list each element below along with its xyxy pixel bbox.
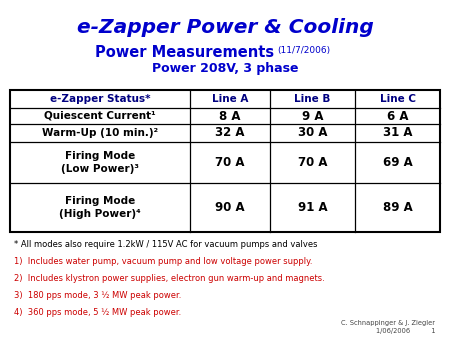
Text: Firing Mode
(Low Power)³: Firing Mode (Low Power)³ — [61, 151, 139, 174]
Text: Power 208V, 3 phase: Power 208V, 3 phase — [152, 62, 298, 75]
Text: Line B: Line B — [294, 94, 331, 104]
Text: 90 A: 90 A — [215, 201, 245, 214]
Text: e-Zapper Status*: e-Zapper Status* — [50, 94, 150, 104]
Text: Line C: Line C — [379, 94, 415, 104]
Text: 2)  Includes klystron power supplies, electron gun warm-up and magnets.: 2) Includes klystron power supplies, ele… — [14, 274, 325, 283]
Text: 70 A: 70 A — [215, 156, 245, 169]
Text: 1)  Includes water pump, vacuum pump and low voltage power supply.: 1) Includes water pump, vacuum pump and … — [14, 257, 312, 266]
Text: * All modes also require 1.2kW / 115V AC for vacuum pumps and valves: * All modes also require 1.2kW / 115V AC… — [14, 240, 318, 249]
Text: Line A: Line A — [212, 94, 248, 104]
Text: 3)  180 pps mode, 3 ½ MW peak power.: 3) 180 pps mode, 3 ½ MW peak power. — [14, 291, 181, 300]
Text: 8 A: 8 A — [219, 110, 241, 122]
Text: (11/7/2006): (11/7/2006) — [277, 46, 330, 55]
Text: C. Schnappinger & J. Ziegler: C. Schnappinger & J. Ziegler — [341, 320, 435, 326]
Text: 89 A: 89 A — [382, 201, 412, 214]
Text: 30 A: 30 A — [298, 126, 327, 140]
Text: 31 A: 31 A — [383, 126, 412, 140]
Text: 1/06/2006          1: 1/06/2006 1 — [375, 328, 435, 334]
Text: 32 A: 32 A — [215, 126, 245, 140]
Text: 91 A: 91 A — [298, 201, 327, 214]
Text: Firing Mode
(High Power)⁴: Firing Mode (High Power)⁴ — [59, 196, 141, 219]
Text: 69 A: 69 A — [382, 156, 412, 169]
Text: 6 A: 6 A — [387, 110, 408, 122]
Text: 4)  360 pps mode, 5 ½ MW peak power.: 4) 360 pps mode, 5 ½ MW peak power. — [14, 308, 181, 317]
Text: Quiescent Current¹: Quiescent Current¹ — [44, 111, 156, 121]
Text: Warm-Up (10 min.)²: Warm-Up (10 min.)² — [42, 128, 158, 138]
Text: Power Measurements: Power Measurements — [95, 45, 274, 60]
Bar — [10, 90, 440, 232]
Text: e-Zapper Power & Cooling: e-Zapper Power & Cooling — [76, 18, 373, 37]
Text: 9 A: 9 A — [302, 110, 323, 122]
Text: 70 A: 70 A — [298, 156, 327, 169]
